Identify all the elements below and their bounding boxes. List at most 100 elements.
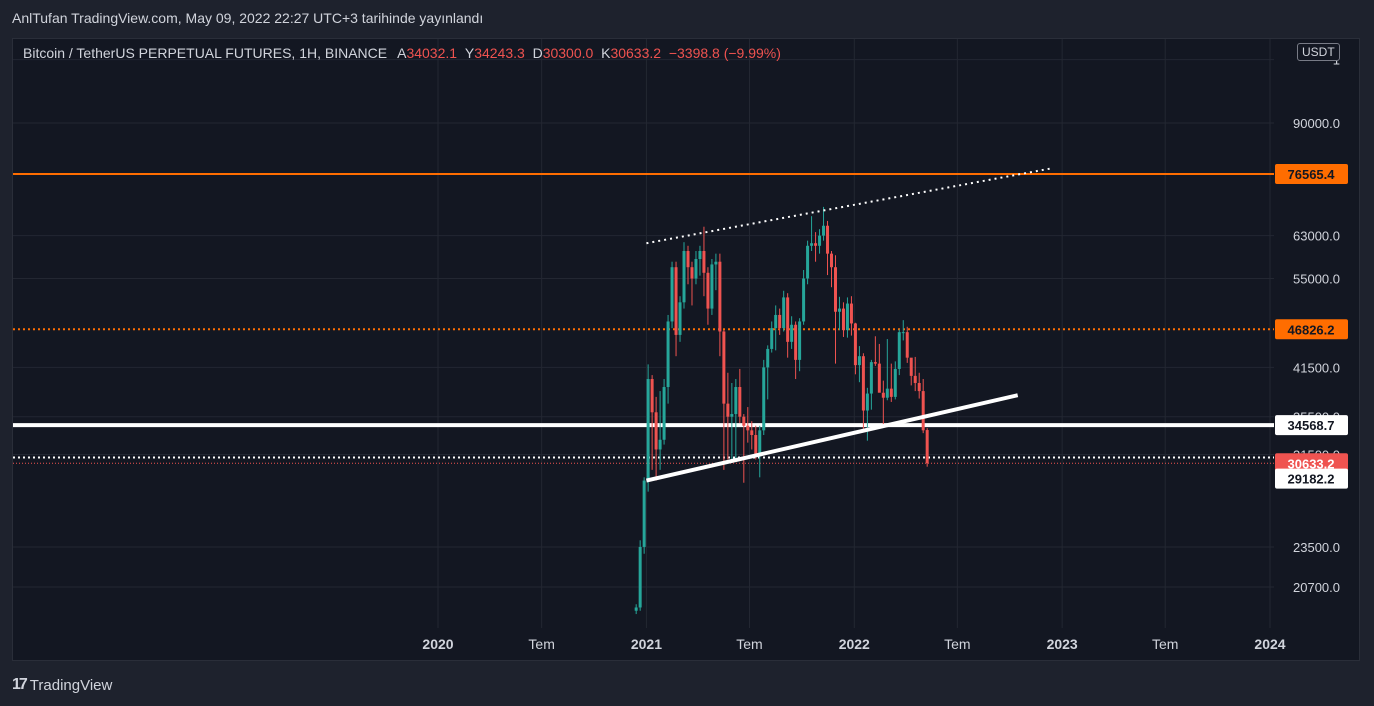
candle (897, 329, 901, 376)
price-label-text: 34568.7 (1288, 418, 1335, 433)
candle-body (638, 546, 642, 608)
candle-body (770, 328, 774, 349)
candle (658, 391, 662, 470)
candle-body (666, 321, 670, 388)
candle (730, 382, 734, 460)
price-label-text: 29182.2 (1288, 472, 1335, 487)
candle (742, 414, 746, 483)
open-value: 34032.1 (406, 45, 458, 61)
y-tick-label: 23500.0 (1293, 540, 1340, 555)
candle (837, 296, 841, 331)
candle (869, 359, 873, 410)
chart-frame[interactable] (12, 38, 1360, 661)
high-label: Y (464, 45, 475, 61)
x-tick-label: Tem (1152, 636, 1178, 652)
low-value: 30300.0 (542, 45, 594, 61)
candle-body (841, 308, 845, 331)
candle-body (921, 391, 925, 431)
candle-body (690, 267, 694, 279)
candle (738, 368, 742, 423)
price-label-text: 30633.2 (1288, 456, 1335, 471)
candle (666, 314, 670, 404)
close-value: 30633.2 (610, 45, 662, 61)
candle-body (925, 430, 929, 464)
candle (917, 372, 921, 399)
candle (698, 245, 702, 276)
candle (746, 407, 750, 443)
candle (913, 356, 917, 392)
candle-body (806, 245, 810, 279)
candle (861, 353, 865, 431)
candle (885, 339, 889, 401)
candle (686, 245, 690, 285)
candle (646, 364, 650, 492)
high-value: 34243.3 (474, 45, 525, 61)
candle (790, 316, 794, 349)
price-label-box (1275, 164, 1348, 185)
candle (877, 343, 881, 393)
candle (794, 321, 798, 380)
candle-body (702, 251, 706, 273)
candle-body (786, 297, 790, 342)
price-label: 76565.4 (1275, 164, 1348, 185)
candle (806, 240, 810, 285)
candle (722, 330, 726, 470)
candle-body (718, 261, 722, 332)
candle-body (830, 253, 834, 268)
candle-body (774, 314, 778, 329)
candlestick-series (634, 206, 929, 615)
candle (901, 320, 905, 341)
candle (690, 261, 694, 306)
candle (905, 326, 909, 363)
candle (786, 293, 790, 358)
candle (734, 379, 738, 460)
candle (770, 321, 774, 353)
candle-body (802, 278, 806, 322)
candle-body (837, 308, 841, 312)
candle-body (682, 251, 686, 303)
candle-body (869, 362, 873, 394)
candle-body (758, 430, 762, 455)
candle-body (634, 607, 638, 611)
candle (774, 305, 778, 351)
candle-body (746, 425, 750, 431)
y-tick-label: 20700.0 (1293, 580, 1340, 595)
x-tick-label: 2021 (631, 636, 662, 652)
candle (778, 308, 782, 335)
y-tick-label: 63000.0 (1293, 229, 1340, 244)
candle-body (810, 243, 814, 246)
candle-body (865, 393, 869, 411)
candle (818, 229, 822, 254)
tradingview-logo[interactable]: 17 TradingView (12, 676, 112, 694)
candle-body (833, 267, 837, 312)
candle-body (905, 332, 909, 358)
candle (714, 253, 718, 291)
candle (830, 251, 834, 288)
candle-body (814, 243, 818, 246)
candle (857, 346, 861, 383)
candle-body (762, 367, 766, 431)
candle (798, 318, 802, 372)
trend-line (646, 167, 1053, 245)
currency-badge[interactable]: USDT (1297, 43, 1340, 61)
candle-body (730, 414, 734, 417)
candle-body (654, 412, 658, 450)
candle-body (822, 225, 826, 236)
y-tick-label: 41500.0 (1293, 360, 1340, 375)
candle-body (913, 375, 917, 383)
candle (750, 421, 754, 450)
price-label: 29182.2 (1275, 468, 1348, 489)
candle-body (794, 324, 798, 360)
candle-body (726, 403, 730, 417)
tradingview-logo-icon: 17 (12, 676, 28, 693)
published-header: AnlTufan TradingView.com, May 09, 2022 2… (12, 10, 484, 26)
x-tick-label: 2024 (1254, 636, 1285, 652)
candle (706, 267, 710, 325)
horizontal-lines (13, 173, 1274, 464)
candle (662, 379, 666, 445)
candle (822, 206, 826, 241)
candle-body (754, 435, 758, 455)
x-tick-label: 2020 (422, 636, 453, 652)
candle-body (674, 267, 678, 335)
